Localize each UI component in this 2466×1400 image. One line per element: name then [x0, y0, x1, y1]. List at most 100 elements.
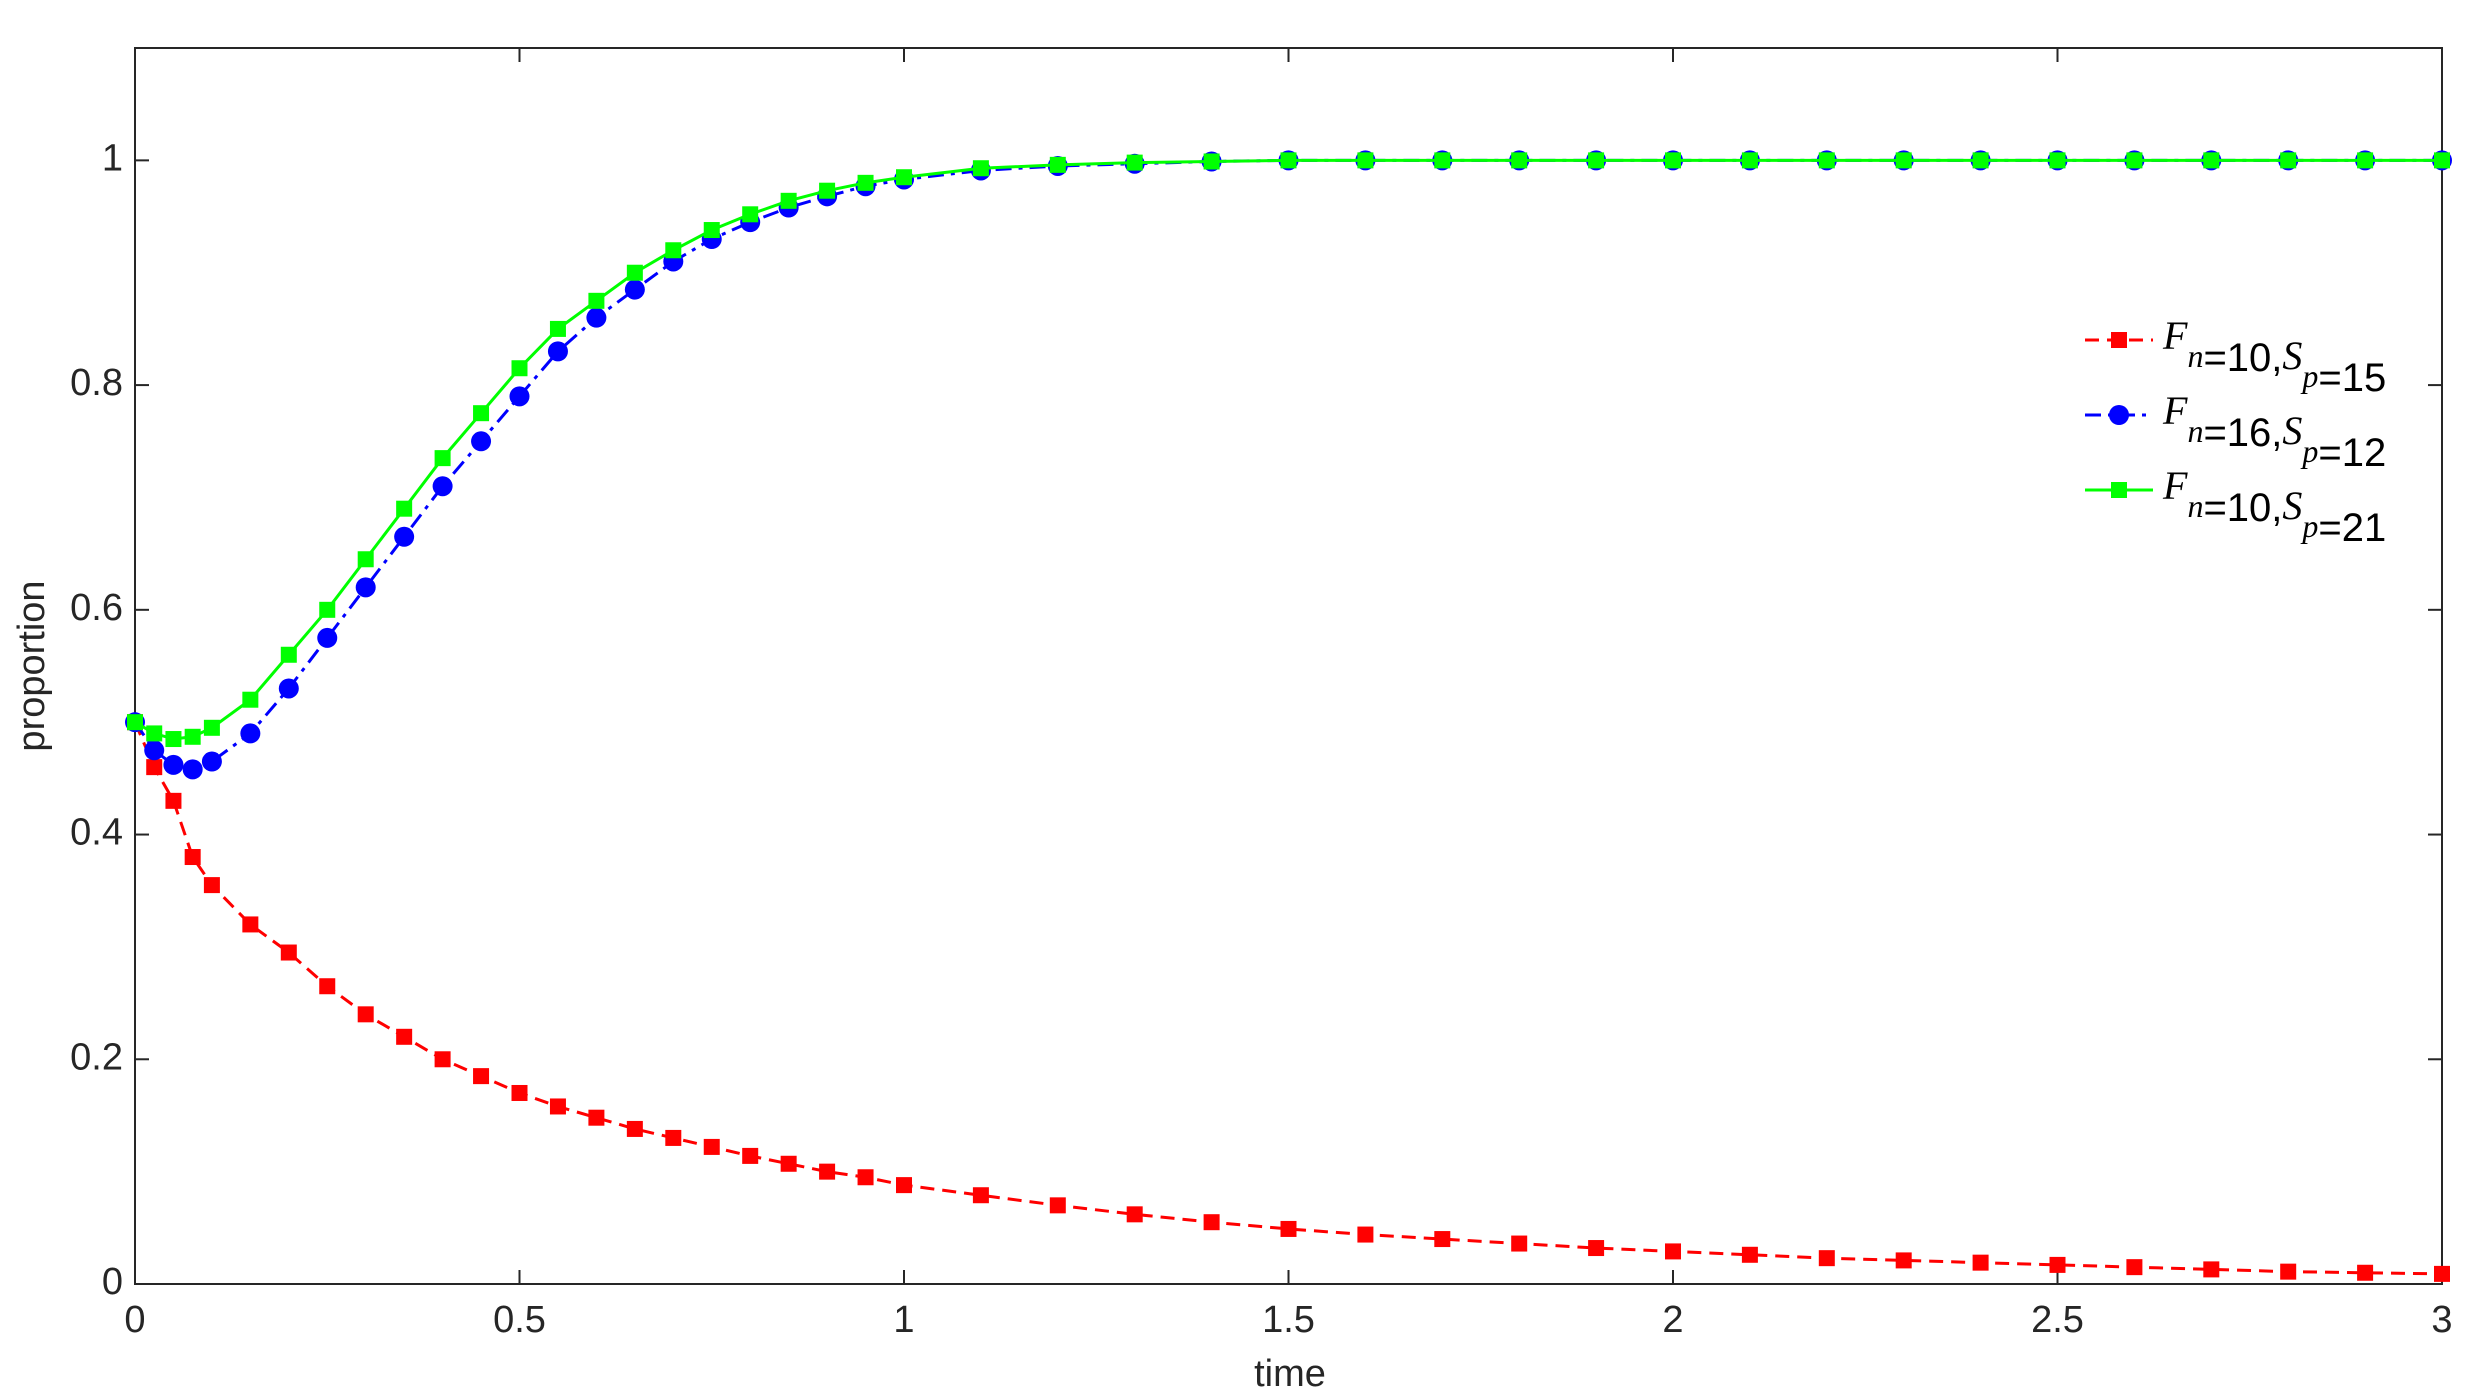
- point: [624, 279, 645, 300]
- point: [1665, 1243, 1681, 1260]
- point: [972, 160, 989, 177]
- point: [165, 731, 182, 748]
- point: [1588, 152, 1605, 169]
- point: [588, 292, 605, 309]
- point: [1741, 152, 1758, 169]
- y-tick-label: 0.4: [70, 812, 123, 854]
- point: [1126, 1206, 1143, 1223]
- point: [703, 1138, 720, 1155]
- point: [165, 792, 182, 809]
- point: [511, 360, 528, 377]
- point: [2049, 1256, 2066, 1273]
- point: [1357, 1226, 1374, 1243]
- point: [2434, 152, 2450, 169]
- point: [586, 307, 607, 328]
- point: [203, 877, 220, 894]
- x-axis-label: time: [1254, 1353, 1326, 1395]
- point: [511, 1084, 528, 1101]
- point: [588, 1109, 605, 1126]
- point: [240, 723, 261, 744]
- y-tick-label: 0.8: [70, 362, 123, 404]
- point: [357, 551, 374, 568]
- point: [280, 646, 297, 663]
- point: [278, 678, 299, 699]
- point: [780, 1155, 797, 1172]
- point: [2203, 1261, 2220, 1278]
- point: [819, 182, 836, 199]
- point: [742, 1147, 759, 1164]
- point: [1126, 154, 1143, 171]
- point: [1818, 1250, 1835, 1267]
- x-tick-label: 0.5: [493, 1299, 546, 1341]
- point: [742, 206, 759, 223]
- point: [127, 714, 143, 731]
- point: [509, 386, 530, 407]
- point: [1049, 1197, 1066, 1214]
- point: [703, 222, 720, 239]
- point: [163, 754, 184, 775]
- point: [146, 725, 163, 742]
- point: [549, 320, 566, 337]
- point: [146, 759, 163, 776]
- point: [184, 728, 201, 745]
- point: [819, 1163, 836, 1180]
- point: [1049, 156, 1066, 173]
- point: [201, 751, 222, 772]
- y-tick-label: 0.2: [70, 1036, 123, 1078]
- point: [2049, 152, 2066, 169]
- y-tick-label: 0: [102, 1261, 123, 1303]
- point: [626, 264, 643, 281]
- point: [2280, 1263, 2297, 1280]
- plot-area: [134, 47, 2443, 1285]
- point: [203, 719, 220, 736]
- legend-label: Fn=16,Sp=12: [2162, 388, 2386, 474]
- point: [972, 1187, 989, 1204]
- legend-label: Fn=10,Sp=21: [2162, 463, 2386, 549]
- point: [434, 450, 451, 467]
- point: [1203, 153, 1220, 170]
- point: [549, 1098, 566, 1115]
- x-tick-label: 1: [893, 1299, 914, 1341]
- point: [1511, 1235, 1528, 1252]
- point: [355, 577, 376, 598]
- point: [1203, 1214, 1220, 1231]
- point: [1895, 1252, 1912, 1269]
- point: [1972, 152, 1989, 169]
- point: [471, 431, 492, 452]
- y-tick-label: 1: [102, 137, 123, 179]
- legend-marker: [2111, 332, 2127, 348]
- point: [434, 1051, 451, 1068]
- point: [1280, 152, 1297, 169]
- x-tick-label: 1.5: [1262, 1299, 1315, 1341]
- point: [1280, 1220, 1297, 1237]
- point: [2434, 1265, 2450, 1282]
- point: [2280, 152, 2297, 169]
- point: [144, 740, 165, 761]
- point: [319, 601, 336, 618]
- point: [1511, 152, 1528, 169]
- point: [857, 174, 874, 191]
- point: [547, 341, 568, 362]
- point: [1588, 1240, 1605, 1257]
- point: [280, 944, 297, 961]
- point: [1818, 152, 1835, 169]
- y-axis-label: proportion: [11, 580, 53, 751]
- point: [317, 627, 338, 648]
- point: [1357, 152, 1374, 169]
- point: [2126, 152, 2143, 169]
- point: [242, 691, 259, 708]
- point: [2203, 152, 2220, 169]
- point: [319, 978, 336, 995]
- point: [780, 192, 797, 209]
- point: [473, 1068, 490, 1085]
- point: [182, 759, 203, 780]
- point: [1972, 1254, 1989, 1271]
- legend-marker: [2111, 482, 2127, 498]
- y-tick-label: 0.6: [70, 587, 123, 629]
- point: [626, 1120, 643, 1137]
- point: [896, 1177, 912, 1194]
- point: [2357, 152, 2374, 169]
- point: [396, 500, 413, 517]
- point: [1434, 1231, 1451, 1248]
- legend-marker: [2109, 405, 2129, 425]
